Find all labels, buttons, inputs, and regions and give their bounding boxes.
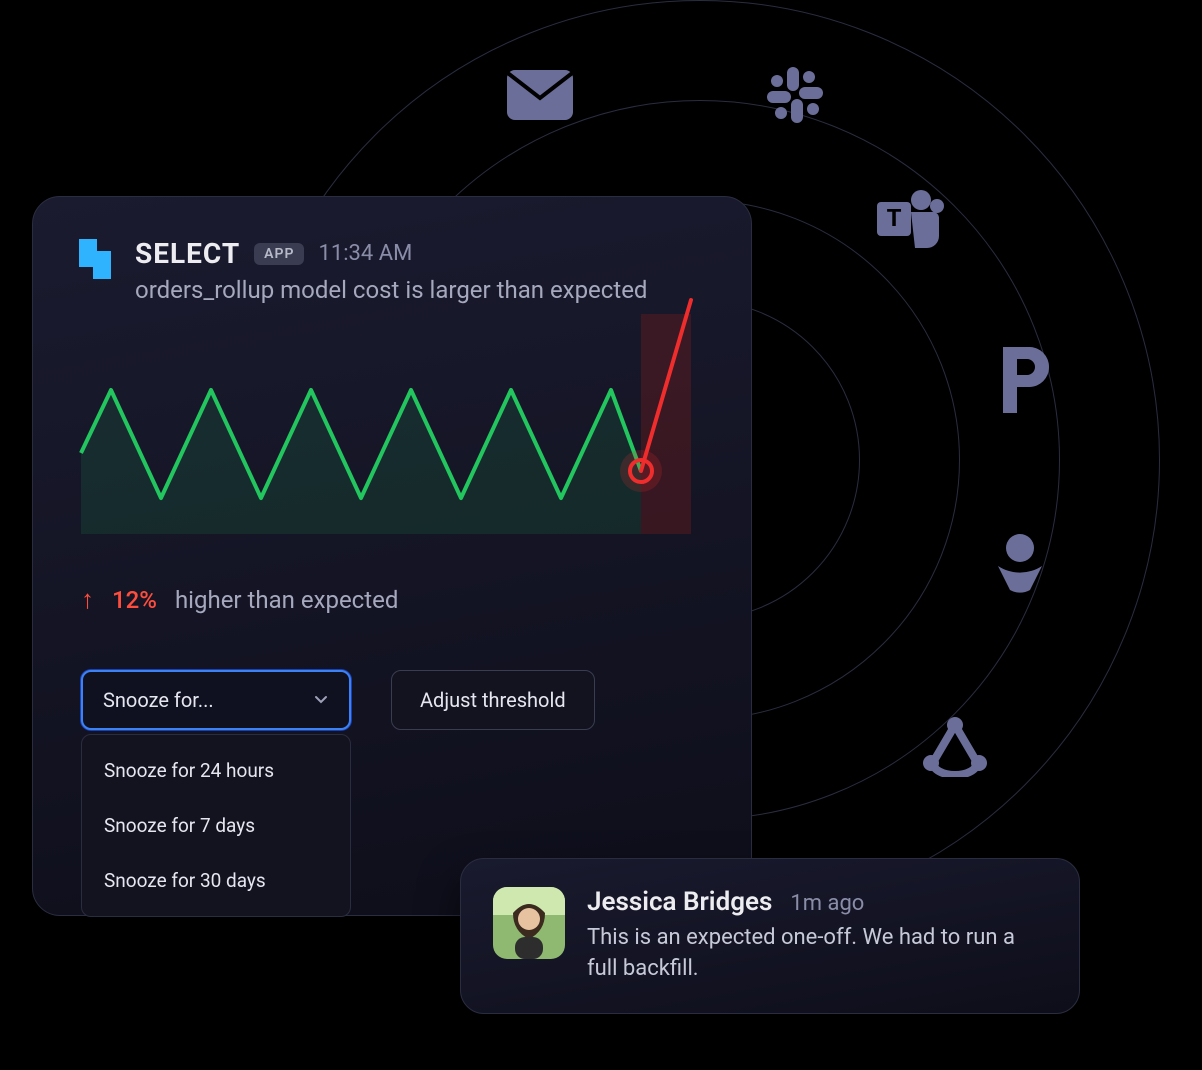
- chevron-down-icon: [313, 688, 329, 712]
- snooze-menu: Snooze for 24 hoursSnooze for 7 daysSnoo…: [81, 734, 351, 917]
- snooze-select[interactable]: Snooze for...: [81, 670, 351, 730]
- pagerduty-icon: [989, 344, 1061, 416]
- app-name: SELECT: [135, 237, 240, 270]
- delta-text: higher than expected: [175, 586, 398, 614]
- adjust-threshold-label: Adjust threshold: [420, 688, 566, 712]
- alert-timestamp: 11:34 AM: [318, 241, 412, 266]
- alert-card: SELECT APP 11:34 AM orders_rollup model …: [32, 196, 752, 916]
- webhook-icon: [919, 709, 991, 781]
- delta-row: ↑ 12% higher than expected: [81, 584, 711, 615]
- comment-time: 1m ago: [790, 891, 864, 916]
- avatar: [493, 887, 565, 959]
- comment-card: Jessica Bridges 1m ago This is an expect…: [460, 858, 1080, 1014]
- snooze-select-label: Snooze for...: [103, 688, 214, 712]
- opsgenie-icon: [984, 529, 1056, 601]
- cost-chart: [81, 354, 691, 534]
- select-logo-icon: [73, 237, 117, 281]
- snooze-option[interactable]: Snooze for 7 days: [82, 798, 350, 853]
- app-badge: APP: [254, 243, 304, 265]
- slack-icon: [759, 59, 831, 131]
- adjust-threshold-button[interactable]: Adjust threshold: [391, 670, 595, 730]
- delta-percent: 12%: [112, 586, 157, 614]
- snooze-option[interactable]: Snooze for 30 days: [82, 853, 350, 908]
- email-icon: [504, 59, 576, 131]
- alert-subtitle: orders_rollup model cost is larger than …: [135, 276, 647, 304]
- snooze-option[interactable]: Snooze for 24 hours: [82, 743, 350, 798]
- arrow-up-icon: ↑: [81, 584, 94, 615]
- comment-body: This is an expected one-off. We had to r…: [587, 923, 1047, 985]
- teams-icon: T: [874, 184, 946, 256]
- comment-author: Jessica Bridges: [587, 887, 772, 917]
- svg-text:T: T: [887, 204, 902, 232]
- alert-header: SELECT APP 11:34 AM orders_rollup model …: [73, 237, 711, 304]
